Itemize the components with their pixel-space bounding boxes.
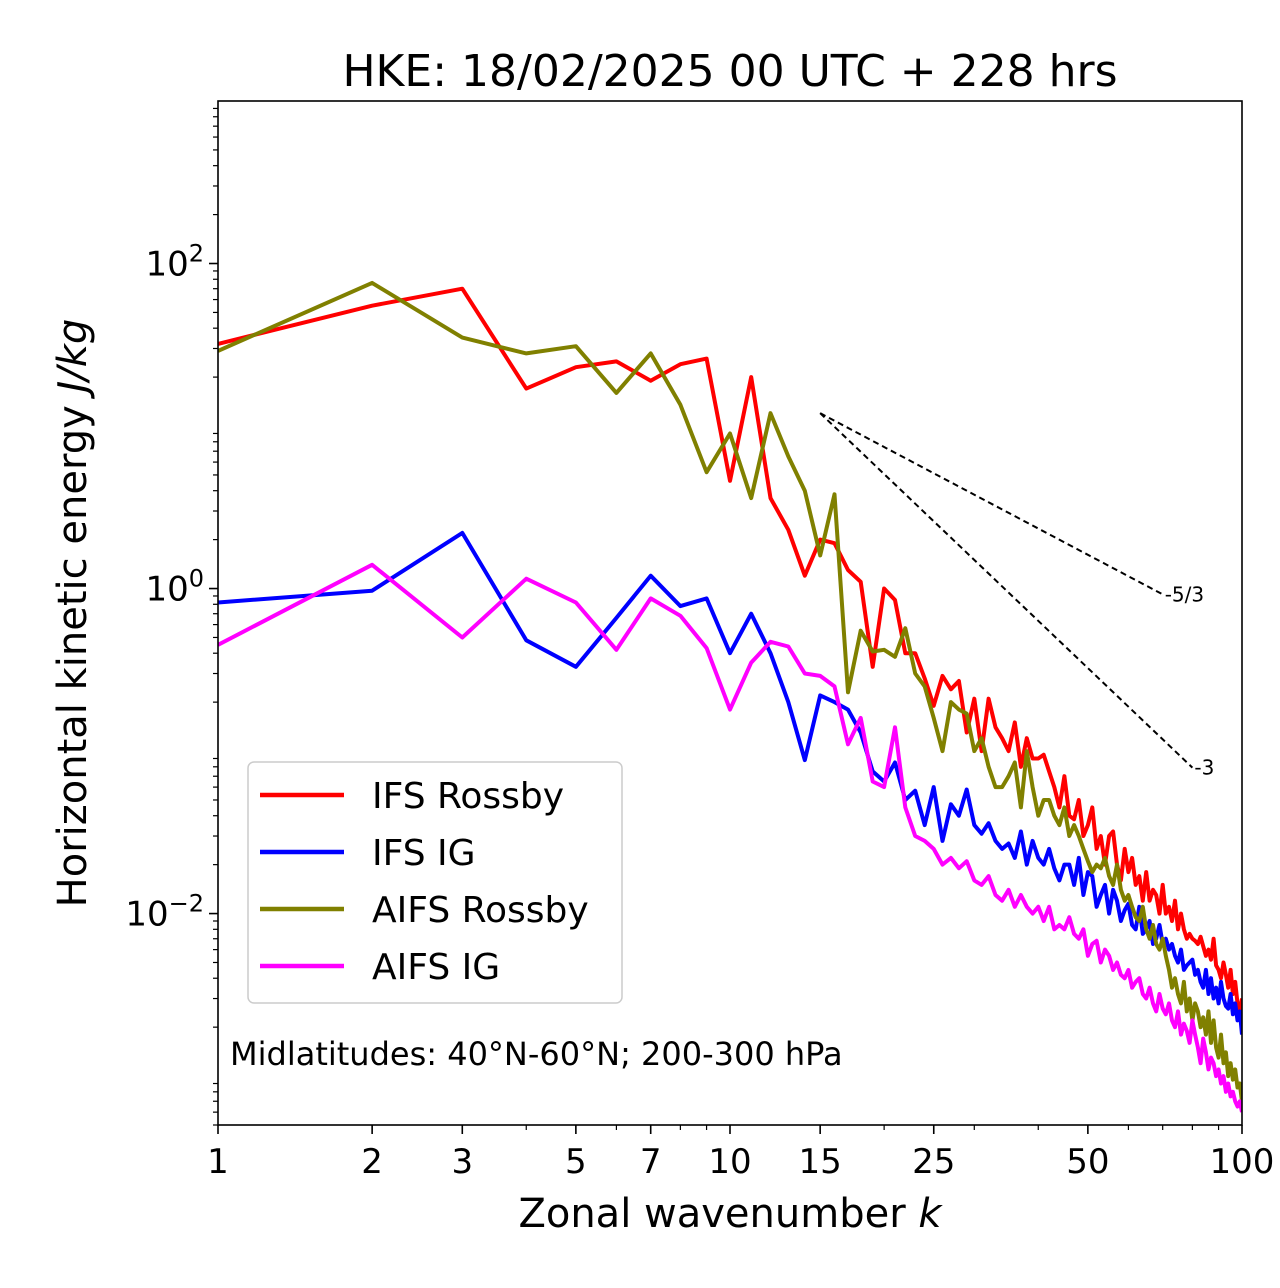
x-axis-label-text: Zonal wavenumber — [518, 1191, 906, 1237]
reference-line-label: -5/3 — [1165, 582, 1204, 606]
legend-items: IFS Rossby IFS IG AIFS Rossby AIFS IG — [260, 776, 589, 988]
reference-line — [819, 412, 1164, 596]
region-annotation: Midlatitudes: 40°N-60°N; 200-300 hPa — [230, 1035, 843, 1073]
x-axis-label: Zonal wavenumber k — [518, 1191, 943, 1237]
y-tick-label: 102 — [145, 240, 204, 285]
x-tick-label: 7 — [640, 1142, 662, 1182]
x-tick-label: 5 — [565, 1142, 587, 1182]
y-axis-label-unit: J/kg — [50, 319, 96, 400]
y-axis-label: Horizontal kinetic energy J/kg — [50, 319, 96, 908]
x-tick-label: 3 — [451, 1142, 473, 1182]
legend-label: AIFS IG — [372, 947, 500, 988]
series-line-ifs-rossby — [218, 286, 1242, 1014]
chart-title: HKE: 18/02/2025 00 UTC + 228 hrs — [342, 46, 1117, 97]
reference-line-label: -3 — [1194, 756, 1214, 780]
minor-ticks — [213, 107, 1220, 1130]
y-axis-ticks: 10−2 100 102 — [125, 240, 218, 935]
series-lines — [218, 280, 1242, 1113]
series-line-aifs-ig — [218, 562, 1242, 1113]
series-line-aifs-rossby — [218, 280, 1242, 1102]
legend-label: IFS Rossby — [372, 776, 564, 817]
legend-label: IFS IG — [372, 833, 476, 874]
legend-label: AIFS Rossby — [372, 890, 589, 931]
x-tick-label: 50 — [1066, 1142, 1109, 1182]
y-axis-label-text: Horizontal kinetic energy — [50, 405, 96, 907]
x-axis-label-variable: k — [918, 1191, 943, 1237]
x-tick-label: 100 — [1210, 1142, 1275, 1182]
x-tick-label: 2 — [361, 1142, 383, 1182]
reference-line — [819, 412, 1194, 769]
x-tick-label: 10 — [708, 1142, 751, 1182]
series-line-ifs-ig — [218, 530, 1242, 1035]
reference-slopes: -5/3 -3 — [819, 412, 1214, 780]
x-tick-label: 15 — [799, 1142, 842, 1182]
x-tick-label: 25 — [912, 1142, 955, 1182]
x-tick-label: 1 — [207, 1142, 229, 1182]
legend: IFS Rossby IFS IG AIFS Rossby AIFS IG — [247, 761, 623, 1004]
y-tick-label: 10−2 — [125, 890, 204, 935]
legend-box — [247, 761, 623, 1004]
y-tick-label: 100 — [145, 565, 204, 610]
x-axis-ticks: 1 2 3 5 7 10 15 25 50 100 — [207, 1125, 1274, 1182]
